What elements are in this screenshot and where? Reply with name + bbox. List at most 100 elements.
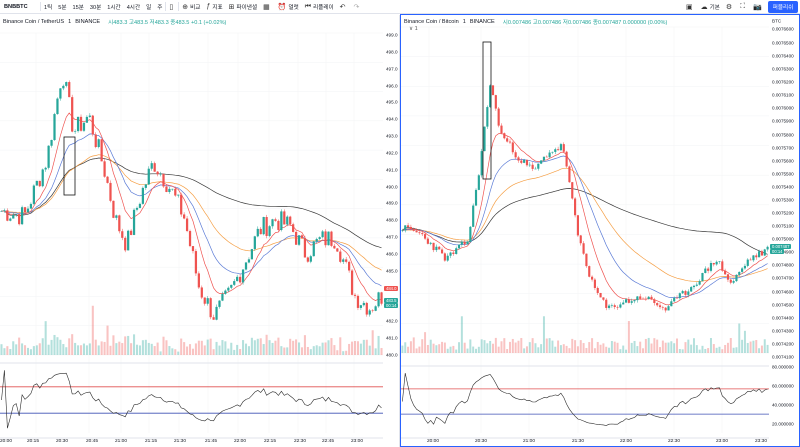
price-tick: 0.0075000 bbox=[772, 236, 794, 242]
indicators-button[interactable]: ƒ 지표 bbox=[203, 0, 225, 14]
left-chart-pane[interactable]: Binance Coin / TetherUS 1 BINANCE 시483.3… bbox=[0, 15, 399, 447]
candle-body bbox=[12, 214, 15, 219]
left-chart-canvas[interactable] bbox=[0, 15, 399, 447]
volume-bar bbox=[356, 341, 359, 355]
volume-bar bbox=[724, 344, 727, 353]
candle-body bbox=[506, 138, 509, 142]
interval-1w-button[interactable]: 주 bbox=[157, 4, 163, 11]
volume-bar bbox=[475, 348, 478, 353]
candle-body bbox=[309, 256, 312, 262]
candle-body bbox=[292, 224, 295, 232]
interval-4h-button[interactable]: 4시간 bbox=[126, 4, 141, 11]
replay-button[interactable]: ⏮ 리플레이 bbox=[302, 0, 337, 14]
left-price-axis[interactable]: 499.0 498.0 497.0 496.0 495.0 494.0 493.0 492.0… bbox=[383, 15, 399, 447]
symbol-search-button[interactable]: BNBBTC bbox=[4, 3, 28, 10]
volume-bar bbox=[540, 344, 543, 353]
candle-body bbox=[74, 131, 77, 132]
candle-body bbox=[85, 116, 89, 123]
candle-body bbox=[511, 142, 514, 153]
volume-bar bbox=[738, 323, 741, 353]
chart-type-button[interactable]: ▯ bbox=[166, 0, 178, 14]
financials-button[interactable]: ⊞ 파이낸셜 bbox=[226, 0, 260, 14]
price-tick: 0.0076200 bbox=[772, 79, 794, 85]
right-price-axis[interactable]: 0.0076400 0.0076300 0.0076200 0.0076100 0.00… bbox=[769, 15, 800, 447]
time-tick: 22:00 bbox=[233, 439, 247, 444]
volume-bar bbox=[429, 339, 432, 353]
templates-button[interactable]: ▦ bbox=[260, 0, 275, 14]
candle-body bbox=[701, 273, 704, 282]
volume-bar bbox=[492, 343, 494, 353]
right-legend-sub[interactable]: ∨ 1 bbox=[409, 26, 418, 32]
compare-button[interactable]: ⊕ 비교 bbox=[179, 0, 203, 14]
candle-body bbox=[59, 88, 62, 99]
volume-bar bbox=[721, 349, 724, 353]
candle-body bbox=[100, 139, 103, 162]
current-price-tag: 0.007487 bbox=[770, 244, 792, 249]
candle-body bbox=[188, 231, 192, 247]
fullscreen-button[interactable]: ⛶ bbox=[737, 0, 750, 14]
publish-button[interactable]: 퍼블리쉬 bbox=[768, 1, 798, 13]
right-chart-canvas[interactable] bbox=[401, 15, 800, 447]
candle-body bbox=[127, 230, 130, 251]
candle-body bbox=[593, 279, 596, 288]
candle-body bbox=[362, 302, 365, 306]
price-tick: 0.0075100 bbox=[772, 223, 794, 229]
volume-bar bbox=[127, 335, 130, 355]
volume-bar bbox=[380, 348, 383, 355]
candle-body bbox=[156, 171, 159, 175]
time-tick: 22:15 bbox=[263, 439, 277, 444]
volume-bar bbox=[135, 344, 139, 355]
candle-body bbox=[250, 249, 254, 260]
toolbar-divider bbox=[165, 2, 167, 11]
interval-1t-button[interactable]: 1틱 bbox=[44, 4, 53, 11]
volume-bar bbox=[15, 344, 18, 355]
layout-grid-button[interactable]: ▣ bbox=[683, 0, 698, 14]
volume-bar bbox=[741, 339, 744, 353]
candle-body bbox=[644, 298, 647, 300]
candle-body bbox=[368, 310, 371, 315]
interval-1h-button[interactable]: 1시간 bbox=[107, 4, 121, 11]
right-chart-pane[interactable]: Binance Coin / Bitcoin 1 BINANCE 시0.0074… bbox=[401, 15, 800, 447]
volume-bar bbox=[599, 344, 602, 353]
volume-bar bbox=[194, 343, 197, 355]
left-time-axis[interactable]: 20:00 20:15 20:30 20:45 21:00 21:15 21:30 21:45… bbox=[0, 438, 383, 447]
volume-bar bbox=[206, 339, 209, 355]
interval-5m-button[interactable]: 5분 bbox=[58, 4, 67, 11]
undo-icon: ↶ bbox=[339, 3, 346, 11]
cloud-icon: ☁ bbox=[700, 4, 708, 11]
screenshot-button[interactable]: 📷 bbox=[750, 0, 767, 14]
candle-body bbox=[224, 290, 227, 294]
volume-bar bbox=[292, 340, 295, 355]
volume-bar bbox=[141, 340, 144, 355]
interval-30m-button[interactable]: 30분 bbox=[89, 4, 102, 11]
price-tick: 0.0076300 bbox=[772, 66, 794, 72]
volume-bar bbox=[565, 345, 568, 353]
volume-bar bbox=[283, 347, 286, 355]
candle-body bbox=[466, 241, 469, 245]
candle-body bbox=[171, 188, 174, 190]
candle-body bbox=[194, 251, 198, 274]
alerts-button[interactable]: ⏰ 얼럿 bbox=[275, 0, 302, 14]
interval-15m-button[interactable]: 15분 bbox=[72, 4, 84, 11]
interval-1d-button[interactable]: 일 bbox=[146, 4, 152, 11]
volume-bar bbox=[244, 343, 248, 355]
candle-body bbox=[667, 306, 670, 311]
candle-body bbox=[26, 208, 30, 213]
settings-button[interactable]: ⚙ bbox=[723, 0, 737, 14]
layout-select-button[interactable]: ☁ 기본 bbox=[698, 0, 723, 14]
volume-bar bbox=[171, 348, 174, 355]
candle-body bbox=[421, 233, 424, 235]
volume-bar bbox=[18, 337, 21, 355]
redo-button[interactable]: ↷ bbox=[351, 0, 365, 14]
candle-body bbox=[477, 175, 480, 190]
candle-body bbox=[339, 251, 342, 262]
right-time-axis[interactable]: 20:00 20:30 21:00 21:30 22:00 22:30 23:00 23:30 bbox=[401, 438, 769, 447]
candle-body bbox=[709, 262, 713, 271]
volume-bar bbox=[26, 347, 30, 355]
volume-bar bbox=[68, 338, 71, 355]
candle-body bbox=[238, 276, 242, 283]
volume-bar bbox=[684, 342, 687, 353]
undo-button[interactable]: ↶ bbox=[337, 0, 351, 14]
volume-bar bbox=[118, 341, 121, 355]
candle-body bbox=[215, 306, 218, 320]
